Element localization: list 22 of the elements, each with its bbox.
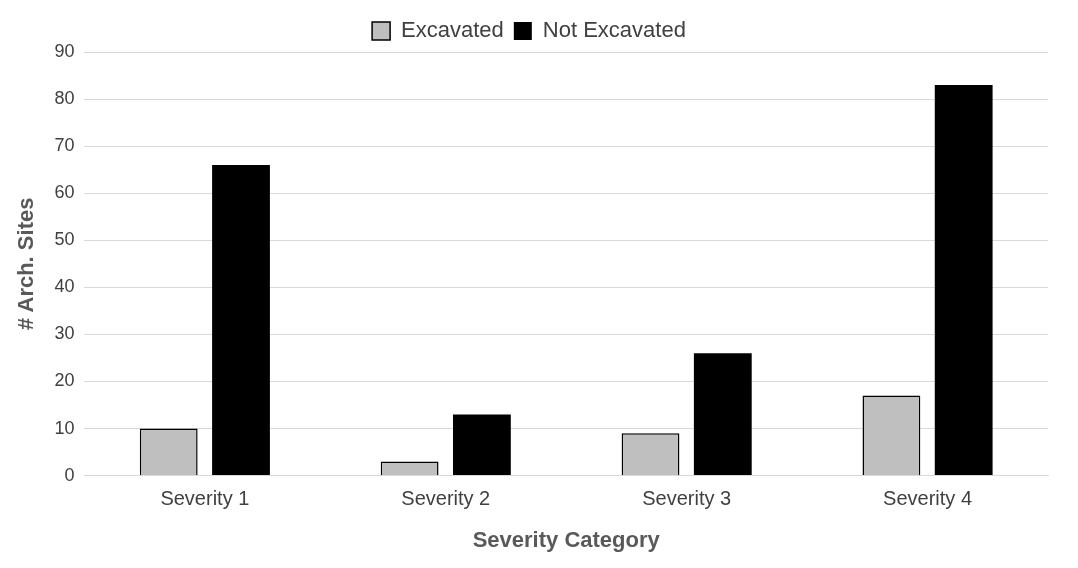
y-tick-label: 70 xyxy=(54,135,75,156)
y-tick-label: 40 xyxy=(54,276,75,297)
legend-label: Excavated xyxy=(401,17,504,43)
x-tick-label: Severity 3 xyxy=(642,487,732,510)
y-tick-label: 20 xyxy=(54,370,75,391)
y-tick-label: 0 xyxy=(64,464,75,485)
y-tick-label: 30 xyxy=(54,323,75,344)
bar xyxy=(452,414,511,476)
bar xyxy=(212,164,270,476)
y-tick-label: 60 xyxy=(54,182,75,203)
y-axis-title: # Arch. Sites xyxy=(13,197,39,331)
x-tick-label: Severity 1 xyxy=(160,487,250,510)
y-tick-label: 10 xyxy=(54,417,75,438)
y-tick-label: 80 xyxy=(54,88,75,109)
x-tick-label: Severity 4 xyxy=(883,487,973,510)
x-axis-title: Severity Category xyxy=(472,526,661,552)
legend-label: Not Excavated xyxy=(542,17,686,43)
bar xyxy=(693,353,752,476)
x-tick-label: Severity 2 xyxy=(401,487,491,510)
y-tick-label: 50 xyxy=(54,229,75,250)
y-tick-label: 90 xyxy=(54,40,75,61)
bar xyxy=(934,84,993,476)
